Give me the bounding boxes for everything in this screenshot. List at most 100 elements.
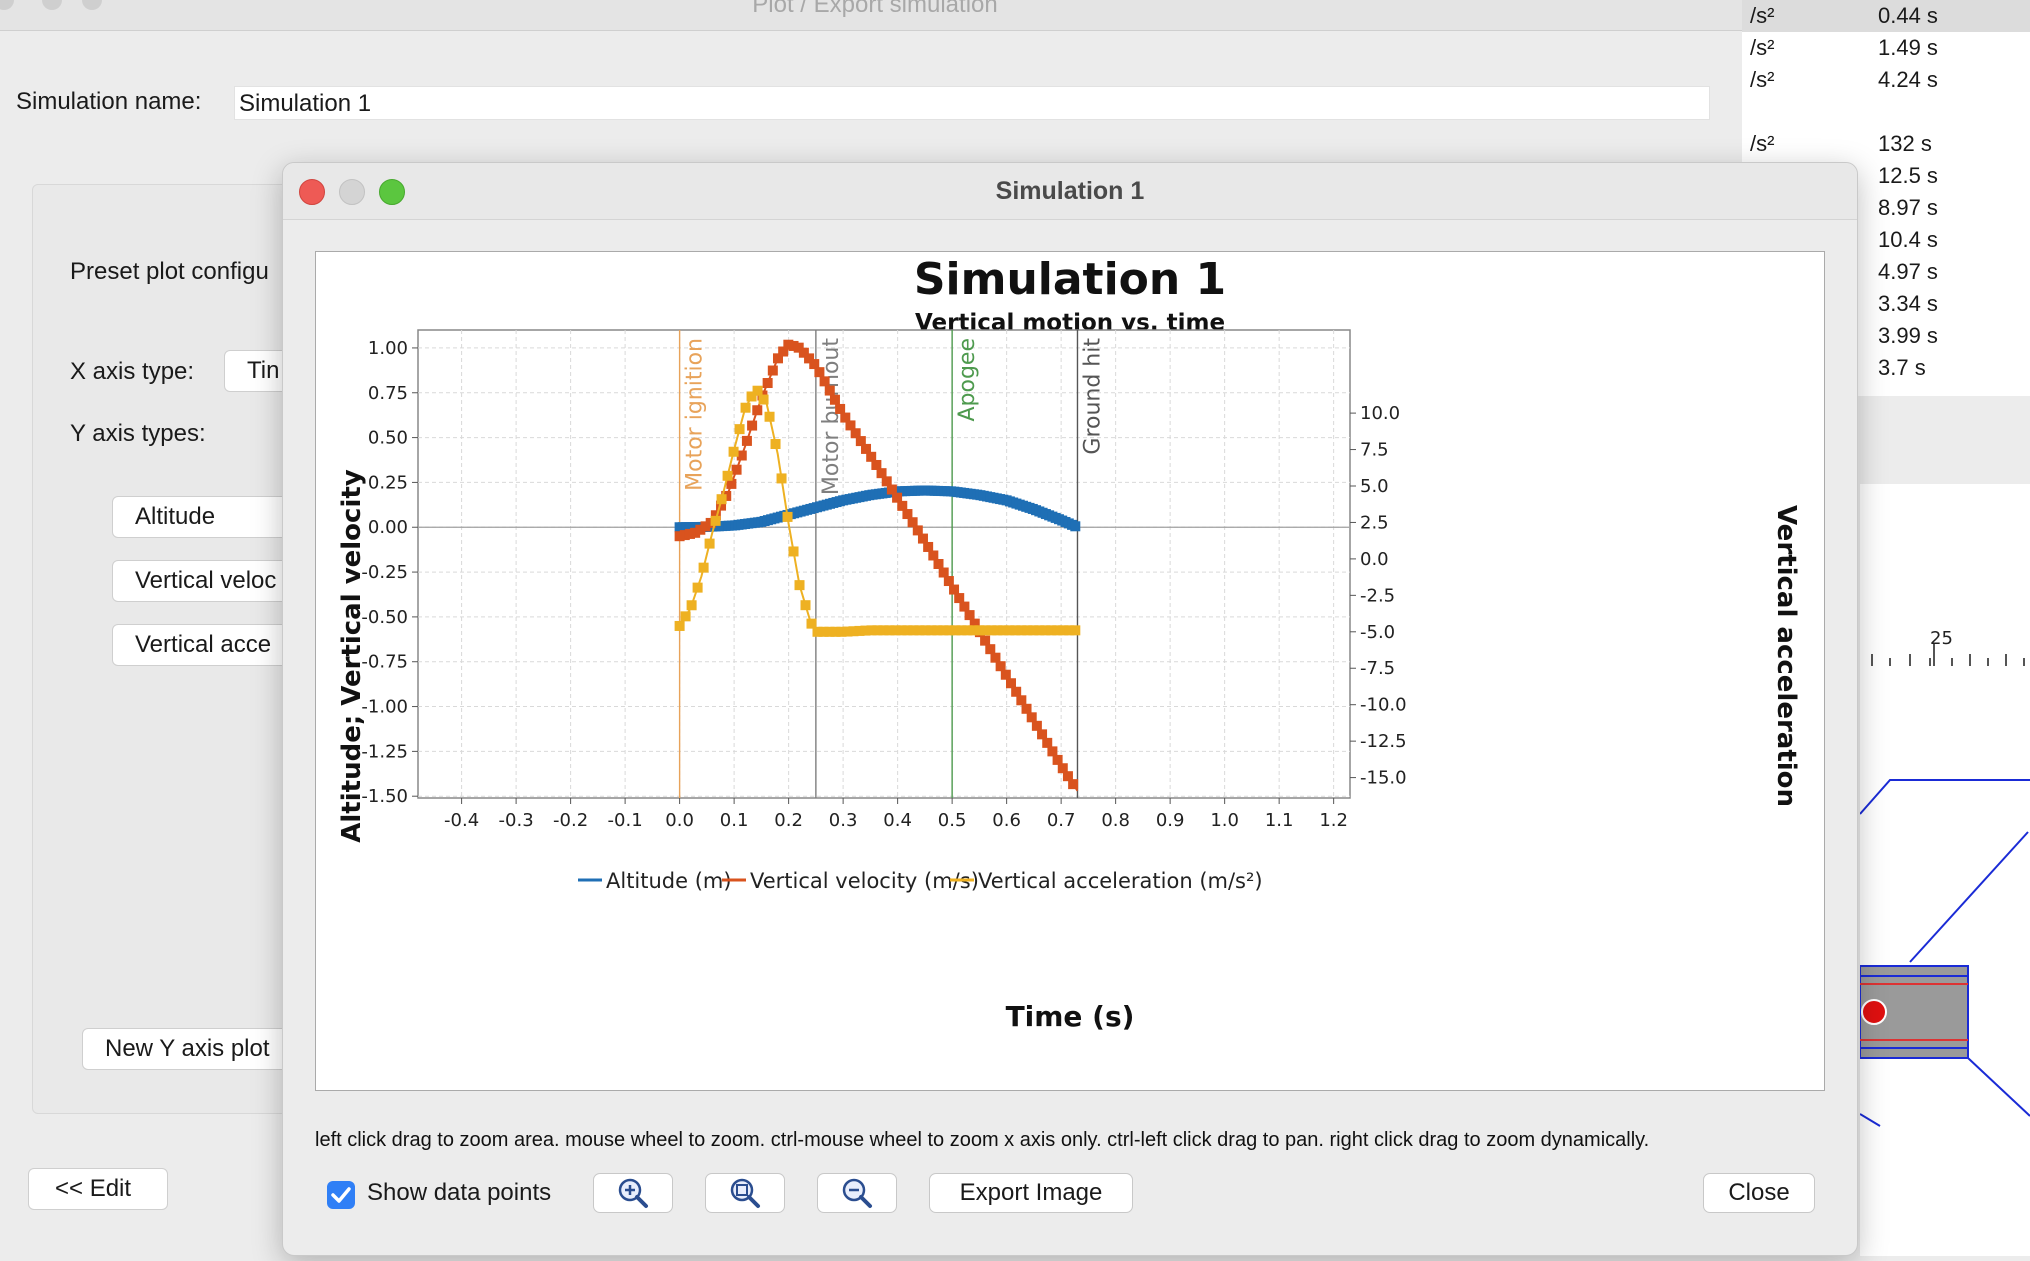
series-2	[674, 385, 1081, 637]
data-point	[767, 365, 778, 376]
data-point	[938, 567, 949, 578]
rocket-outline-top	[1859, 779, 2030, 815]
edit-button[interactable]: << Edit	[28, 1168, 168, 1210]
y-left-tick-label: -1.25	[361, 741, 408, 762]
ruler: 25	[1868, 628, 2030, 667]
data-point	[747, 420, 758, 431]
plot-background	[417, 329, 1351, 799]
data-point	[794, 580, 805, 591]
results-table-row[interactable]: 3.7 s	[1742, 352, 2030, 384]
data-point	[926, 625, 937, 636]
results-table-row[interactable]: 8.97 s	[1742, 192, 2030, 224]
y-axis-altitude-button[interactable]: Altitude	[112, 496, 292, 538]
close-window-icon[interactable]	[0, 0, 14, 10]
zoom-in-button[interactable]	[593, 1173, 673, 1213]
y-axis-acceleration-button[interactable]: Vertical acce	[112, 624, 292, 666]
data-point	[778, 346, 789, 357]
results-table-value: 4.24 s	[1878, 67, 1938, 92]
data-point	[944, 625, 955, 636]
simulation-name-label: Simulation name:	[16, 88, 202, 115]
y-left-tick-label: -0.25	[361, 562, 408, 583]
data-point	[695, 524, 706, 535]
data-point	[740, 402, 751, 413]
export-image-button[interactable]: Export Image	[929, 1173, 1133, 1213]
y-left-tick-label: -1.50	[361, 786, 408, 807]
maximize-window-icon[interactable]	[82, 0, 102, 10]
data-point	[950, 625, 961, 636]
data-point	[830, 626, 841, 637]
x-tick-label: 1.1	[1265, 810, 1294, 831]
data-point	[985, 644, 996, 655]
results-table-row[interactable]: /s² 4.24 s	[1742, 64, 2030, 96]
data-point	[782, 511, 793, 522]
data-point	[954, 593, 965, 604]
data-point	[850, 428, 861, 439]
results-table-unit: /s²	[1750, 35, 1775, 60]
results-table-row[interactable]	[1742, 96, 2030, 128]
results-table-value: 3.34 s	[1878, 291, 1938, 316]
results-table-row[interactable]: 12.5 s	[1742, 160, 2030, 192]
results-table-row[interactable]: 4.97 s	[1742, 256, 2030, 288]
data-point	[793, 342, 804, 353]
data-point	[800, 600, 811, 611]
show-data-points-checkbox[interactable]	[327, 1181, 355, 1209]
data-point	[746, 391, 757, 402]
data-point	[980, 635, 991, 646]
y-axis-velocity-button[interactable]: Vertical veloc	[112, 560, 292, 602]
background-window-title: Plot / Export simulation	[752, 0, 998, 18]
data-point	[872, 625, 883, 636]
data-point	[700, 521, 711, 532]
data-point	[933, 559, 944, 569]
minimize-window-icon[interactable]	[42, 0, 62, 10]
data-point	[764, 411, 775, 422]
results-table-row[interactable]: /s² 0.44 s	[1742, 0, 2030, 32]
results-table-row[interactable]: 3.99 s	[1742, 320, 2030, 352]
checkmark-icon	[331, 1187, 351, 1203]
data-point	[824, 385, 835, 396]
data-point	[680, 611, 691, 622]
data-point	[886, 484, 897, 495]
data-point	[762, 378, 773, 389]
data-point	[968, 625, 979, 636]
data-point	[912, 525, 923, 536]
close-button[interactable]: Close	[1703, 1173, 1815, 1213]
data-point	[969, 618, 980, 629]
data-point	[1064, 625, 1075, 636]
maximize-window-icon[interactable]	[379, 179, 405, 205]
data-point	[674, 531, 685, 542]
zoom-hint-text: left click drag to zoom area. mouse whee…	[315, 1129, 1650, 1151]
data-point	[848, 626, 859, 637]
data-point	[818, 626, 829, 637]
data-point	[992, 625, 1003, 636]
data-point	[1062, 771, 1073, 782]
y-right-tick-label: 10.0	[1360, 403, 1400, 424]
data-point	[798, 347, 809, 358]
data-point	[783, 339, 794, 350]
results-table-value: 8.97 s	[1878, 195, 1938, 220]
minimize-window-icon[interactable]	[339, 179, 365, 205]
data-point	[845, 420, 856, 431]
results-table-row[interactable]: 3.34 s	[1742, 288, 2030, 320]
zoom-out-icon	[842, 1178, 872, 1208]
results-table-row[interactable]: 10.4 s	[1742, 224, 2030, 256]
chart-panel[interactable]: Simulation 1 Vertical motion vs. time -0…	[315, 251, 1825, 1091]
data-point	[728, 446, 739, 457]
data-point	[736, 450, 747, 461]
results-table-value: 0.44 s	[1878, 3, 1938, 28]
zoom-fit-button[interactable]	[705, 1173, 785, 1213]
data-point	[860, 625, 871, 636]
data-point	[923, 541, 934, 552]
plot-window-titlebar: Simulation 1	[283, 163, 1857, 220]
data-point	[974, 625, 985, 636]
results-table-row[interactable]: /s² 1.49 s	[1742, 32, 2030, 64]
zoom-out-button[interactable]	[817, 1173, 897, 1213]
y-left-tick-label: -1.00	[361, 697, 408, 718]
data-point	[772, 353, 783, 364]
data-point	[684, 528, 695, 539]
chart-svg[interactable]: Simulation 1 Vertical motion vs. time -0…	[316, 252, 1824, 1090]
close-window-icon[interactable]	[299, 179, 325, 205]
data-point	[964, 610, 975, 621]
results-table-row[interactable]: /s² 132 s	[1742, 128, 2030, 160]
simulation-name-input[interactable]: Simulation 1	[234, 86, 1710, 120]
new-y-axis-button[interactable]: New Y axis plot	[82, 1028, 302, 1070]
